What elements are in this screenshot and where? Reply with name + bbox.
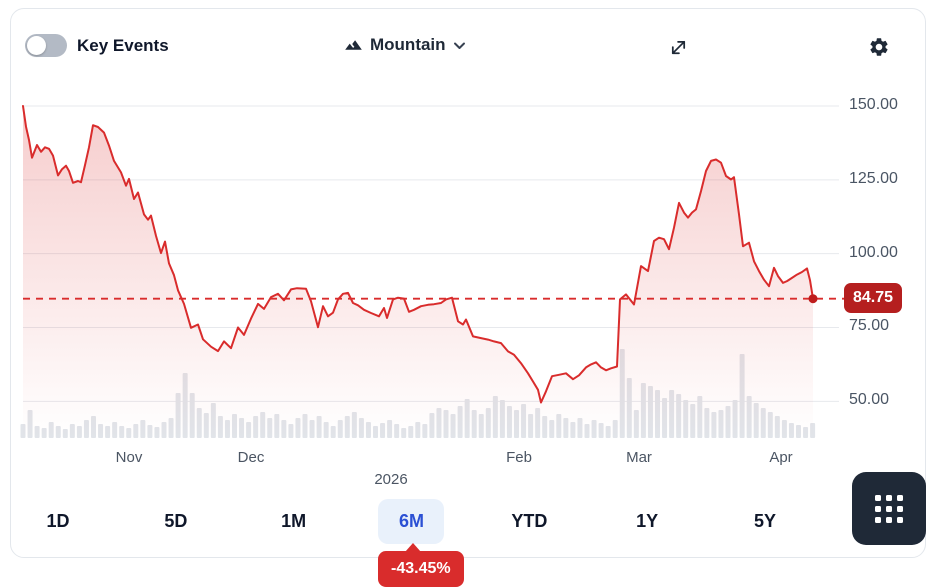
range-button-1y[interactable]: 1Y — [614, 499, 680, 544]
change-percent-tooltip: -43.45% — [378, 543, 464, 587]
chart-widget-card: Key Events Mountain 150.00 125.00 100.00… — [10, 8, 926, 587]
month-label: Apr — [769, 449, 793, 466]
y-axis-label: 50.00 — [849, 391, 890, 409]
settings-button[interactable] — [866, 34, 892, 60]
range-button-ytd[interactable]: YTD — [496, 499, 562, 544]
key-events-label: Key Events — [77, 36, 169, 55]
month-label: Dec — [237, 449, 265, 466]
grid-menu-button[interactable] — [852, 472, 926, 545]
last-price-badge: 84.75 — [844, 283, 903, 314]
mountain-icon — [344, 37, 363, 53]
y-axis-label: 100.00 — [849, 243, 898, 261]
chevron-down-icon — [453, 41, 466, 50]
grid-icon — [875, 494, 903, 523]
chart-type-label: Mountain — [370, 35, 446, 54]
range-button-5y[interactable]: 5Y — [732, 499, 798, 544]
chart-type-dropdown[interactable]: Mountain — [344, 35, 466, 55]
year-label: 2026 — [374, 471, 408, 488]
toggle-knob — [27, 36, 46, 55]
expand-icon — [668, 37, 689, 58]
tooltip-arrow-icon — [405, 543, 421, 552]
range-button-5d[interactable]: 5D — [143, 499, 209, 544]
month-label: Feb — [506, 449, 532, 466]
range-selector: 1D 5D 1M 6M YTD 1Y 5Y — [25, 498, 798, 545]
expand-button[interactable] — [665, 34, 691, 60]
range-button-1m[interactable]: 1M — [261, 499, 327, 544]
month-label: Nov — [115, 449, 143, 466]
key-events-toggle[interactable] — [25, 34, 67, 57]
range-button-1d[interactable]: 1D — [25, 499, 91, 544]
y-axis-label: 75.00 — [849, 317, 890, 335]
price-chart[interactable] — [11, 86, 926, 454]
month-label: Mar — [626, 449, 652, 466]
gear-icon — [868, 36, 890, 58]
y-axis-label: 150.00 — [849, 96, 898, 113]
tooltip-value: -43.45% — [391, 560, 451, 577]
y-axis-label: 125.00 — [849, 169, 898, 187]
range-button-6m[interactable]: 6M — [378, 499, 445, 544]
